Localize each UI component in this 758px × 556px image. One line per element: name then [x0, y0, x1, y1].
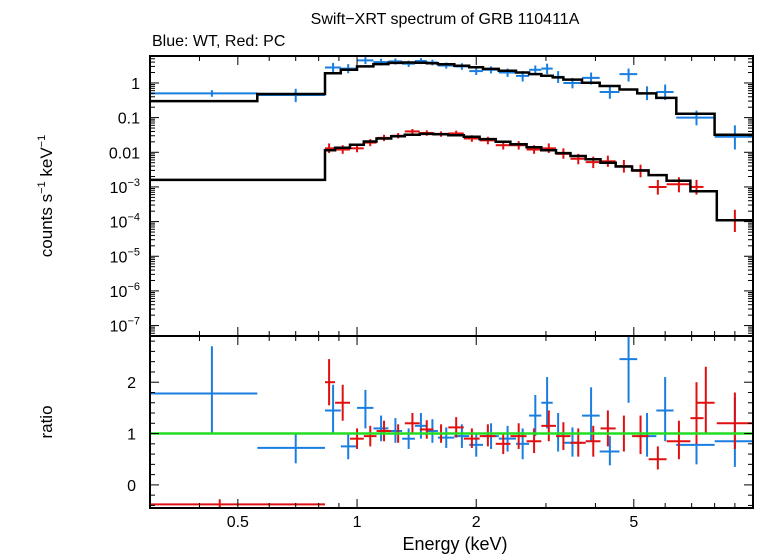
data-point	[335, 384, 351, 421]
y-tick-base: 1	[131, 76, 140, 93]
lower-y-tick-label: 2	[127, 375, 136, 392]
data-point	[599, 85, 620, 99]
y-tick-base: 10	[110, 319, 128, 336]
upper-y-tick-label: 10−3	[110, 177, 140, 197]
data-point	[463, 428, 480, 448]
model-line-wt	[150, 61, 753, 137]
data-point	[376, 420, 392, 442]
upper-y-label-sup1: −1	[36, 181, 48, 194]
x-tick-label: 5	[629, 514, 638, 531]
data-point	[599, 436, 620, 466]
model-line-pc	[150, 132, 753, 222]
y-tick-base: 10	[110, 215, 128, 232]
data-point	[324, 143, 336, 154]
y-tick-base: 0.01	[109, 145, 140, 162]
y-tick-base: 10	[110, 284, 128, 301]
upper-y-tick-label: 10−5	[110, 246, 140, 266]
data-point	[600, 155, 616, 167]
data-point	[632, 415, 649, 455]
data-point	[714, 125, 753, 150]
y-tick-base: 0.1	[118, 111, 140, 128]
upper-y-tick-label: 10−6	[110, 281, 140, 301]
data-point	[541, 63, 553, 75]
data-point	[529, 65, 542, 75]
data-point	[324, 62, 341, 73]
data-point	[340, 433, 358, 460]
data-point	[495, 433, 511, 455]
data-point	[619, 68, 638, 82]
data-point	[582, 387, 600, 442]
upper-y-axis-label: counts s−1 keV−1	[36, 135, 56, 257]
data-point	[350, 428, 364, 449]
data-point	[600, 410, 616, 447]
upper-y-tick-label: 0.1	[118, 111, 140, 128]
lower-y-tick-label: 1	[127, 427, 136, 444]
x-tick-label: 2	[472, 514, 481, 531]
chart-title: Swift−XRT spectrum of GRB 110411A	[311, 11, 580, 28]
data-point	[404, 413, 420, 434]
data-point	[619, 336, 638, 403]
upper-panel	[149, 55, 754, 337]
lower-panel	[149, 335, 754, 509]
data-point	[529, 395, 542, 437]
data-point	[324, 384, 341, 434]
upper-y-tick-label: 10−7	[110, 316, 140, 336]
lower-frame	[149, 335, 754, 509]
data-point	[357, 57, 374, 65]
y-tick-exponent: −3	[127, 177, 140, 189]
y-tick-exponent: −7	[127, 316, 140, 328]
data-point	[426, 419, 438, 443]
y-tick-exponent: −6	[127, 281, 140, 293]
lower-y-axis-label: ratio	[37, 405, 56, 438]
data-point	[419, 420, 434, 439]
data-point	[585, 425, 601, 457]
y-tick-base: 10	[110, 249, 128, 266]
x-axis: 0.5 1 2 5	[149, 56, 736, 531]
x-tick-label: 1	[353, 514, 362, 531]
data-point	[469, 67, 483, 75]
data-point	[696, 366, 715, 434]
x-axis-label: Energy (keV)	[402, 534, 507, 554]
data-point	[510, 423, 527, 449]
data-point	[257, 432, 325, 464]
data-point	[373, 415, 389, 442]
y-tick-base: 10	[110, 180, 128, 197]
chart-subtitle: Blue: WT, Red: PC	[152, 33, 285, 50]
upper-y-label-mid: keV	[37, 147, 56, 182]
data-point	[541, 143, 556, 154]
data-point	[541, 377, 553, 429]
data-point	[357, 389, 374, 429]
y-tick-exponent: −5	[127, 246, 140, 258]
data-point	[363, 425, 377, 447]
data-point	[666, 420, 691, 460]
data-point	[150, 346, 258, 434]
data-point	[648, 179, 667, 195]
data-point	[402, 428, 415, 449]
upper-y-tick-label: 10−4	[110, 212, 140, 232]
upper-y-tick-label: 1	[131, 76, 140, 93]
x-tick-label: 0.5	[227, 514, 249, 531]
upper-y-label-sup2: −1	[36, 135, 48, 148]
upper-y-tick-label: 0.01	[109, 145, 140, 162]
data-point	[498, 425, 516, 452]
data-point	[656, 377, 674, 442]
data-point	[324, 359, 336, 406]
upper-y-label-main: counts s	[37, 194, 56, 257]
data-point	[404, 128, 420, 134]
y-tick-exponent: −4	[127, 212, 140, 224]
data-point	[555, 422, 571, 450]
data-point	[479, 424, 496, 447]
data-point	[648, 446, 667, 470]
data-point	[716, 392, 753, 449]
lower-y-tick-label: 0	[127, 478, 136, 495]
data-point	[541, 410, 556, 442]
lower-y-axis: 0 1 2	[127, 340, 753, 506]
data-point	[150, 90, 258, 97]
